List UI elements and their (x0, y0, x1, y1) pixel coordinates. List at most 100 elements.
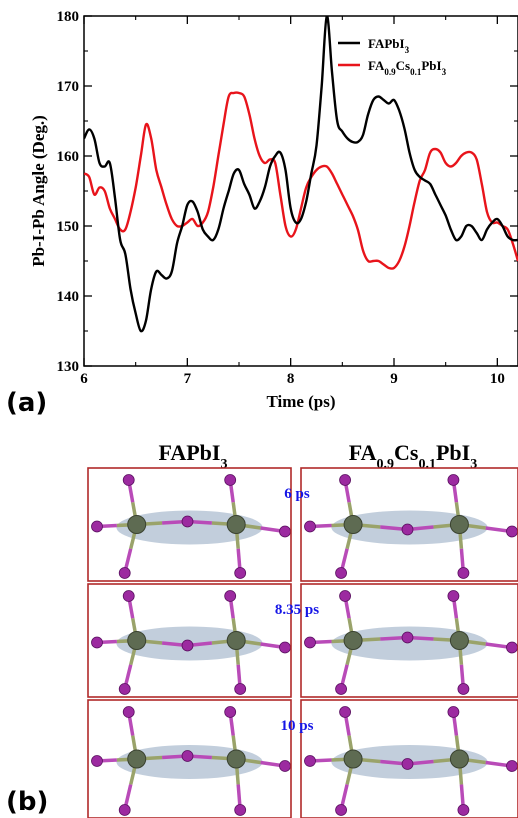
iodine-atom (181, 515, 194, 528)
y-tick-label: 160 (57, 149, 80, 165)
iodine-atom (224, 474, 237, 486)
series-line-1 (84, 91, 518, 270)
x-tick-label: 6 (80, 371, 88, 387)
structure-cell (87, 583, 292, 698)
iodine-atom (506, 525, 518, 538)
iodine-atom (339, 474, 351, 486)
y-tick-label: 170 (57, 79, 80, 95)
plot-frame (83, 15, 518, 367)
y-tick-label: 130 (57, 359, 80, 375)
cell-frame (87, 699, 292, 818)
panel-label-a: (a) (6, 388, 47, 418)
lead-atom (127, 631, 147, 650)
line-chart: 6 7 8 9 10 130 140 150 160 170 180 FAPbI3 FA0.9Cs0.… (29, 9, 518, 411)
iodine-atom (401, 523, 414, 536)
panel-label-b: (b) (6, 787, 48, 817)
time-label: 10 ps (281, 718, 314, 734)
lead-atom (343, 631, 363, 650)
lead-atom (226, 515, 246, 534)
x-axis-label: Time (ps) (266, 392, 335, 411)
structure-snapshots: 6 ps 8.35 ps 10 ps (87, 467, 518, 818)
lead-atom (226, 631, 246, 650)
iodine-atom (91, 520, 103, 533)
cell-frame (300, 699, 518, 818)
iodine-atom (122, 590, 135, 602)
lead-atom (449, 631, 469, 650)
structure-cell (300, 699, 518, 818)
series-line-0 (84, 16, 518, 333)
iodine-atom (279, 525, 291, 538)
iodine-atom (339, 706, 351, 718)
iodine-atom (506, 760, 518, 772)
time-label: 8.35 ps (275, 602, 319, 618)
iodine-atom (234, 804, 247, 816)
iodine-atom (401, 631, 414, 644)
lead-atom (127, 515, 147, 534)
lead-atom (449, 749, 469, 769)
iodine-atom (457, 804, 470, 816)
iodine-atom (91, 755, 103, 767)
iodine-atom (335, 804, 347, 816)
iodine-atom (447, 590, 460, 602)
iodine-atom (447, 706, 460, 718)
iodine-atom (118, 804, 131, 816)
iodine-atom (457, 683, 470, 695)
legend: FAPbI3 FA0.9Cs0.1PbI3 (338, 36, 447, 77)
iodine-atom (224, 590, 237, 602)
lead-atom (127, 749, 147, 769)
iodine-atom (279, 760, 291, 772)
column-header-fapbi3: FAPbI3 (159, 440, 228, 472)
y-tick-label: 140 (57, 289, 80, 305)
iodine-atom (122, 474, 135, 486)
structure-panel: FAPbI3 FA0.9Cs0.1PbI3 6 ps 8.35 ps 10 ps (87, 440, 518, 818)
axis-ticks: 6 7 8 9 10 130 140 150 160 170 180 (57, 9, 518, 387)
cell-frame (300, 583, 518, 698)
iodine-atom (234, 683, 247, 695)
legend-label: FAPbI3 (368, 36, 410, 55)
iodine-atom (118, 567, 131, 579)
iodine-atom (118, 683, 131, 695)
lead-atom (343, 515, 363, 534)
iodine-atom (401, 758, 414, 770)
legend-label: FA0.9Cs0.1PbI3 (368, 58, 447, 77)
iodine-atom (457, 567, 470, 579)
y-axis-label: Pb-I-Pb Angle (Deg.) (29, 115, 48, 267)
structure-cell (300, 467, 518, 582)
highlight-ellipse (331, 626, 488, 661)
iodine-atom (335, 683, 347, 695)
iodine-atom (304, 520, 316, 533)
column-header-fa-cs-pbi3: FA0.9Cs0.1PbI3 (349, 440, 477, 472)
iodine-atom (304, 636, 316, 649)
iodine-atom (279, 641, 291, 654)
x-tick-label: 9 (390, 371, 398, 387)
lead-atom (226, 749, 246, 769)
iodine-atom (335, 567, 347, 579)
lead-atom (449, 515, 469, 534)
cell-frame (87, 583, 292, 698)
x-tick-label: 10 (490, 371, 505, 387)
iodine-atom (181, 750, 194, 762)
highlight-ellipse (116, 510, 263, 545)
structure-cell (300, 583, 518, 698)
y-tick-label: 180 (57, 9, 80, 25)
iodine-atom (339, 590, 351, 602)
highlight-ellipse (116, 745, 263, 779)
cell-frame (300, 467, 518, 582)
iodine-atom (304, 755, 316, 767)
iodine-atom (181, 639, 194, 652)
x-tick-label: 8 (287, 371, 295, 387)
iodine-atom (234, 567, 247, 579)
lead-atom (343, 749, 363, 769)
time-label: 6 ps (284, 486, 310, 502)
x-tick-label: 7 (184, 371, 192, 387)
iodine-atom (506, 641, 518, 654)
structure-cell (87, 699, 292, 818)
iodine-atom (224, 706, 237, 718)
structure-cell (87, 467, 292, 582)
y-tick-label: 150 (57, 219, 80, 235)
iodine-atom (91, 636, 103, 649)
iodine-atom (122, 706, 135, 718)
cell-frame (87, 467, 292, 582)
series-lines (84, 16, 518, 333)
